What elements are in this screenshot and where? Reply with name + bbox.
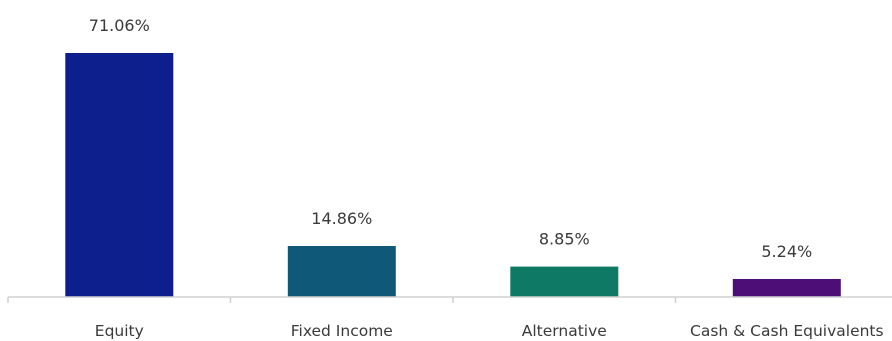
- bar-equity: [65, 53, 174, 297]
- x-axis: [7, 296, 892, 303]
- data-label-cash-and-cash-equivalents: 5.24%: [761, 242, 812, 261]
- data-label-fixed-income: 14.86%: [311, 209, 372, 228]
- x-tick-label-alternative: Alternative: [522, 322, 607, 340]
- bar-cash-and-cash-equivalents: [732, 279, 841, 297]
- data-labels-group: 71.06% 14.86% 8.85% 5.24%: [89, 16, 812, 261]
- bars-group: [65, 53, 841, 297]
- x-tick-label-fixed-income: Fixed Income: [291, 322, 393, 340]
- bar-fixed-income: [287, 246, 396, 297]
- x-tick-label-equity: Equity: [95, 322, 144, 340]
- data-label-alternative: 8.85%: [539, 230, 590, 249]
- data-label-equity: 71.06%: [89, 16, 150, 35]
- x-tick-label-cash-and-cash-equivalents: Cash & Cash Equivalents: [690, 322, 884, 340]
- bar-alternative: [510, 266, 619, 297]
- x-tick-labels-group: Equity Fixed Income Alternative Cash & Cash…: [95, 322, 884, 340]
